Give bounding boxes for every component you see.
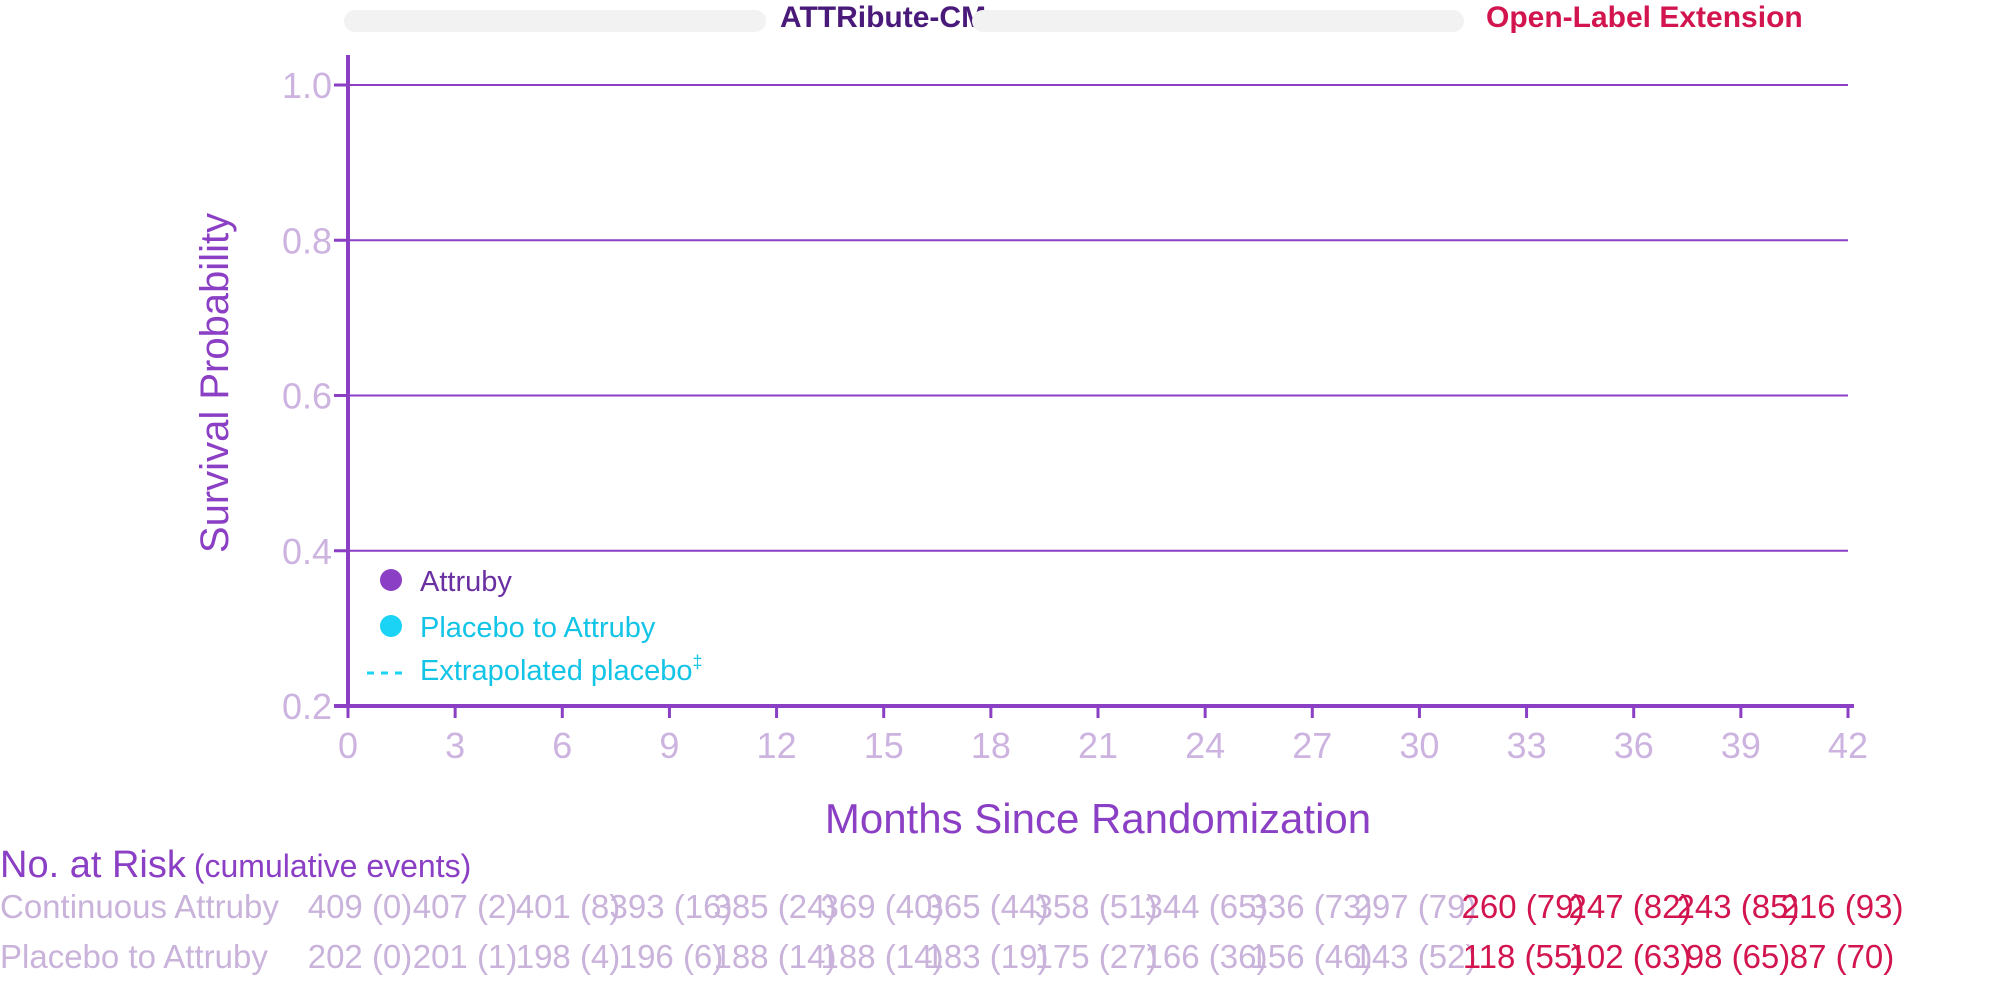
- x-tick-label: 39: [1721, 725, 1761, 766]
- risk-cell: 196 (6): [619, 938, 724, 975]
- risk-cell: 247 (82): [1569, 888, 1692, 925]
- risk-cell: 297 (79): [1354, 888, 1477, 925]
- risk-cell: 102 (63): [1569, 938, 1692, 975]
- x-tick-label: 24: [1185, 725, 1225, 766]
- x-tick-label: 3: [445, 725, 465, 766]
- y-tick-label: 0.8: [282, 220, 332, 261]
- x-tick-label: 30: [1399, 725, 1439, 766]
- study-period-bar-right: [972, 10, 1464, 32]
- risk-cell: 175 (27): [1035, 938, 1158, 975]
- x-tick-label: 6: [552, 725, 572, 766]
- risk-cell: 243 (85): [1677, 888, 1800, 925]
- risk-cell: 344 (65): [1145, 888, 1268, 925]
- risk-cell: 201 (1): [413, 938, 518, 975]
- x-tick-label: 18: [971, 725, 1011, 766]
- risk-cell: 407 (2): [413, 888, 518, 925]
- extension-period-label: Open-Label Extension: [1486, 1, 1803, 34]
- x-axis-label: Months Since Randomization: [825, 795, 1371, 842]
- y-tick-label: 1.0: [282, 65, 332, 106]
- x-tick-label: 33: [1507, 725, 1547, 766]
- y-tick-label: 0.2: [282, 686, 332, 727]
- x-tick-label: 9: [659, 725, 679, 766]
- study-period-label: ATTRibute-CM: [780, 1, 987, 34]
- legend-placebo-label: Placebo to Attruby: [420, 612, 656, 644]
- risk-cell: 401 (8): [516, 888, 621, 925]
- x-tick-label: 12: [757, 725, 797, 766]
- risk-cell: 358 (51): [1035, 888, 1158, 925]
- x-tick-label: 21: [1078, 725, 1118, 766]
- legend: Attruby Placebo to Attruby Extrapolated …: [367, 566, 703, 687]
- legend-attruby-label: Attruby: [420, 566, 512, 598]
- x-tick-label: 36: [1614, 725, 1654, 766]
- risk-table: No. at Risk (cumulative events) Continuou…: [0, 844, 1903, 975]
- y-tick-label: 0.4: [282, 531, 332, 572]
- risk-cell: 143 (52): [1354, 938, 1477, 975]
- y-tick-label: 0.6: [282, 376, 332, 417]
- risk-cell: 166 (36): [1145, 938, 1268, 975]
- risk-cell: 385 (24): [714, 888, 837, 925]
- risk-cell: 216 (93): [1781, 888, 1904, 925]
- risk-cell: 409 (0): [308, 888, 413, 925]
- risk-cell: 156 (46): [1250, 938, 1373, 975]
- risk-row-label: Placebo to Attruby: [0, 938, 268, 975]
- risk-cell: 365 (44): [926, 888, 1049, 925]
- x-tick-label: 42: [1828, 725, 1868, 766]
- risk-cell: 188 (14): [821, 938, 944, 975]
- risk-cell: 336 (73): [1250, 888, 1373, 925]
- risk-row-label: Continuous Attruby: [0, 888, 279, 925]
- risk-cell: 98 (65): [1686, 938, 1791, 975]
- x-tick-label: 15: [864, 725, 904, 766]
- legend-attruby-dot: [380, 569, 402, 591]
- study-period-bar-left: [344, 10, 766, 32]
- x-tick-label: 0: [338, 725, 358, 766]
- risk-cell: 118 (55): [1463, 938, 1583, 975]
- risk-cell: 202 (0): [308, 938, 413, 975]
- risk-cell: 260 (79): [1462, 888, 1585, 925]
- risk-cell: 188 (14): [714, 938, 837, 975]
- risk-cell: 183 (19): [926, 938, 1049, 975]
- legend-placebo-dot: [380, 615, 402, 637]
- risk-table-title: No. at Risk (cumulative events): [0, 844, 471, 886]
- y-axis-label: Survival Probability: [193, 213, 237, 553]
- risk-cell: 393 (16): [610, 888, 733, 925]
- risk-cell: 198 (4): [516, 938, 621, 975]
- risk-cell: 369 (40): [821, 888, 944, 925]
- risk-cell: 87 (70): [1790, 938, 1895, 975]
- legend-extrapolated-label: Extrapolated placebo‡: [420, 652, 703, 687]
- x-tick-label: 27: [1292, 725, 1332, 766]
